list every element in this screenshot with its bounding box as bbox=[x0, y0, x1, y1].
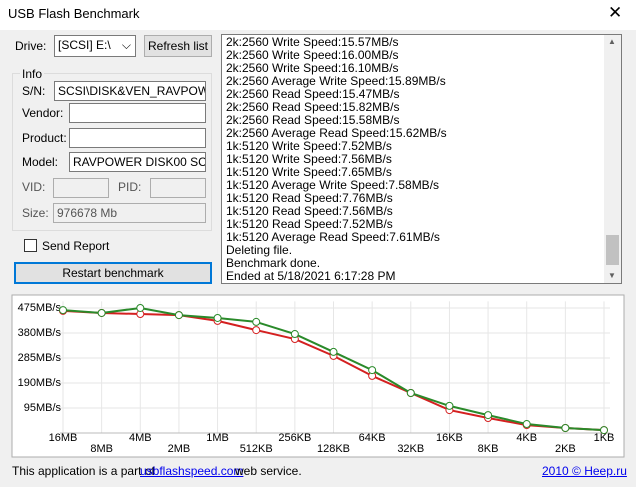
x-tick-label: 4KB bbox=[516, 432, 537, 444]
vendor-field[interactable] bbox=[69, 103, 206, 123]
x-tick-label: 512KB bbox=[240, 443, 273, 455]
data-point bbox=[329, 347, 338, 356]
info-group bbox=[12, 73, 212, 231]
send-report-label[interactable]: Send Report bbox=[42, 239, 110, 253]
sn-field[interactable]: SCSI\DISK&VEN_RAVPOWER bbox=[54, 81, 206, 101]
log-line: 1k:5120 Write Speed:7.56MB/s bbox=[226, 152, 392, 166]
model-label: Model: bbox=[22, 155, 59, 169]
x-tick-label: 16KB bbox=[436, 432, 463, 444]
data-point bbox=[290, 330, 299, 339]
log-line: 1k:5120 Average Read Speed:7.61MB/s bbox=[226, 230, 440, 244]
log-line: Ended at 5/18/2021 6:17:28 PM bbox=[226, 269, 396, 283]
x-tick-label: 8MB bbox=[90, 443, 113, 455]
x-tick-label: 256KB bbox=[278, 432, 311, 444]
x-tick-label: 16MB bbox=[49, 432, 78, 444]
y-tick-label: 190MB/s bbox=[18, 377, 62, 389]
title-bar bbox=[0, 0, 636, 30]
y-tick-label: 95MB/s bbox=[24, 402, 62, 414]
restart-button[interactable]: Restart benchmark bbox=[14, 262, 212, 284]
chart-frame bbox=[11, 294, 625, 458]
data-point bbox=[600, 426, 608, 435]
data-point bbox=[252, 317, 261, 326]
data-point bbox=[445, 401, 454, 410]
log-line: 2k:2560 Average Read Speed:15.62MB/s bbox=[226, 126, 447, 140]
log-textarea[interactable]: 2k:2560 Write Speed:15.57MB/s 2k:2560 Wri… bbox=[221, 34, 622, 284]
size-label: Size: bbox=[22, 206, 49, 220]
log-line: 1k:5120 Average Write Speed:7.58MB/s bbox=[226, 178, 440, 192]
data-point bbox=[368, 366, 377, 375]
log-line: 1k:5120 Write Speed:7.65MB/s bbox=[226, 165, 392, 179]
data-point bbox=[97, 308, 106, 317]
send-report-checkbox[interactable] bbox=[24, 239, 37, 252]
log-line: 2k:2560 Read Speed:15.58MB/s bbox=[226, 113, 400, 127]
log-line: 2k:2560 Write Speed:16.10MB/s bbox=[226, 61, 399, 75]
product-label: Product: bbox=[22, 131, 67, 145]
log-line: 1k:5120 Read Speed:7.52MB/s bbox=[226, 217, 393, 231]
data-point bbox=[59, 306, 67, 315]
x-tick-label: 128KB bbox=[317, 443, 350, 455]
x-tick-label: 64KB bbox=[359, 432, 386, 444]
close-button[interactable]: ✕ bbox=[608, 3, 623, 22]
log-line: 2k:2560 Write Speed:15.57MB/s bbox=[226, 35, 399, 49]
vid-field bbox=[53, 178, 109, 198]
drive-value: [SCSI] E:\ bbox=[58, 38, 111, 52]
window-title: USB Flash Benchmark bbox=[8, 6, 140, 21]
x-tick-label: 4MB bbox=[129, 432, 152, 444]
y-tick-label: 380MB/s bbox=[18, 327, 62, 339]
footer-suffix: web service. bbox=[235, 464, 302, 478]
pid-label: PID: bbox=[118, 180, 142, 194]
data-point bbox=[406, 388, 415, 397]
log-line: 1k:5120 Read Speed:7.76MB/s bbox=[226, 191, 393, 205]
log-line: Deleting file. bbox=[226, 243, 293, 257]
info-label: Info bbox=[20, 67, 45, 81]
data-point bbox=[136, 303, 145, 312]
log-line: 1k:5120 Write Speed:7.52MB/s bbox=[226, 139, 392, 153]
refresh-button[interactable]: Refresh list bbox=[144, 35, 212, 57]
x-tick-label: 32KB bbox=[397, 443, 424, 455]
footer-prefix: This application is a part of bbox=[12, 464, 155, 478]
data-point bbox=[213, 313, 222, 322]
product-field[interactable] bbox=[69, 128, 206, 148]
copyright-link[interactable]: 2010 © Heep.ru bbox=[542, 464, 627, 478]
data-point bbox=[252, 326, 261, 335]
log-line: 2k:2560 Write Speed:16.00MB/s bbox=[226, 48, 399, 62]
data-point bbox=[522, 420, 531, 429]
vendor-label: Vendor: bbox=[22, 106, 64, 120]
x-tick-label: 2MB bbox=[168, 443, 191, 455]
scrollbar[interactable]: ▲ ▼ bbox=[604, 35, 621, 283]
vid-label: VID: bbox=[22, 180, 46, 194]
log-line: 2k:2560 Read Speed:15.47MB/s bbox=[226, 87, 400, 101]
drive-select[interactable]: [SCSI] E:\ ⌵ bbox=[54, 35, 136, 57]
drive-label: Drive: bbox=[15, 39, 47, 53]
footer-link[interactable]: usbflashspeed.com bbox=[140, 464, 244, 478]
x-tick-label: 1MB bbox=[206, 432, 229, 444]
y-tick-label: 475MB/s bbox=[18, 302, 62, 314]
x-tick-label: 2KB bbox=[555, 443, 576, 455]
data-point bbox=[561, 423, 570, 432]
y-tick-label: 285MB/s bbox=[18, 352, 62, 364]
sn-label: S/N: bbox=[22, 84, 46, 98]
model-field[interactable]: RAVPOWER DISK00 SCSI bbox=[69, 152, 206, 172]
data-point bbox=[174, 311, 183, 320]
size-field: 976678 Mb bbox=[53, 203, 206, 223]
pid-field bbox=[150, 178, 206, 198]
log-line: 2k:2560 Average Write Speed:15.89MB/s bbox=[226, 74, 446, 88]
data-point bbox=[484, 411, 493, 420]
x-tick-label: 8KB bbox=[478, 443, 499, 455]
log-line: Benchmark done. bbox=[226, 256, 321, 270]
log-line: 1k:5120 Read Speed:7.56MB/s bbox=[226, 204, 393, 218]
x-tick-label: 1KB bbox=[594, 432, 615, 444]
log-line: 2k:2560 Read Speed:15.82MB/s bbox=[226, 100, 400, 114]
